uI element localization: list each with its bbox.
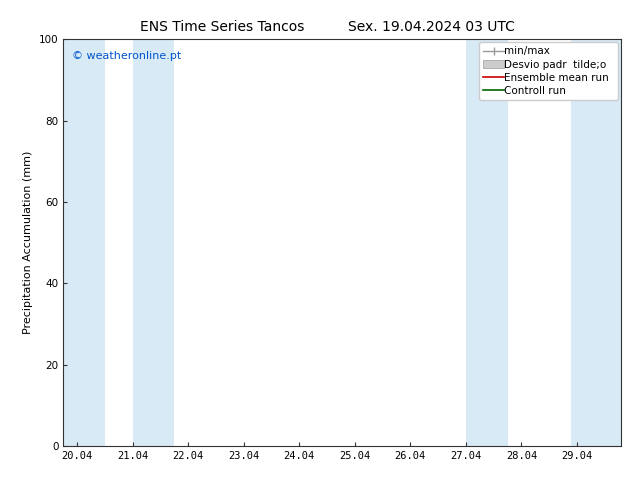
Bar bbox=[63, 39, 105, 446]
Legend: min/max, Desvio padr  tilde;o, Ensemble mean run, Controll run: min/max, Desvio padr tilde;o, Ensemble m… bbox=[479, 42, 618, 100]
Text: © weatheronline.pt: © weatheronline.pt bbox=[72, 51, 181, 61]
Bar bbox=[466, 39, 507, 446]
Y-axis label: Precipitation Accumulation (mm): Precipitation Accumulation (mm) bbox=[23, 151, 34, 334]
Bar bbox=[133, 39, 174, 446]
Text: Sex. 19.04.2024 03 UTC: Sex. 19.04.2024 03 UTC bbox=[347, 20, 515, 34]
Bar bbox=[571, 39, 621, 446]
Text: ENS Time Series Tancos: ENS Time Series Tancos bbox=[139, 20, 304, 34]
